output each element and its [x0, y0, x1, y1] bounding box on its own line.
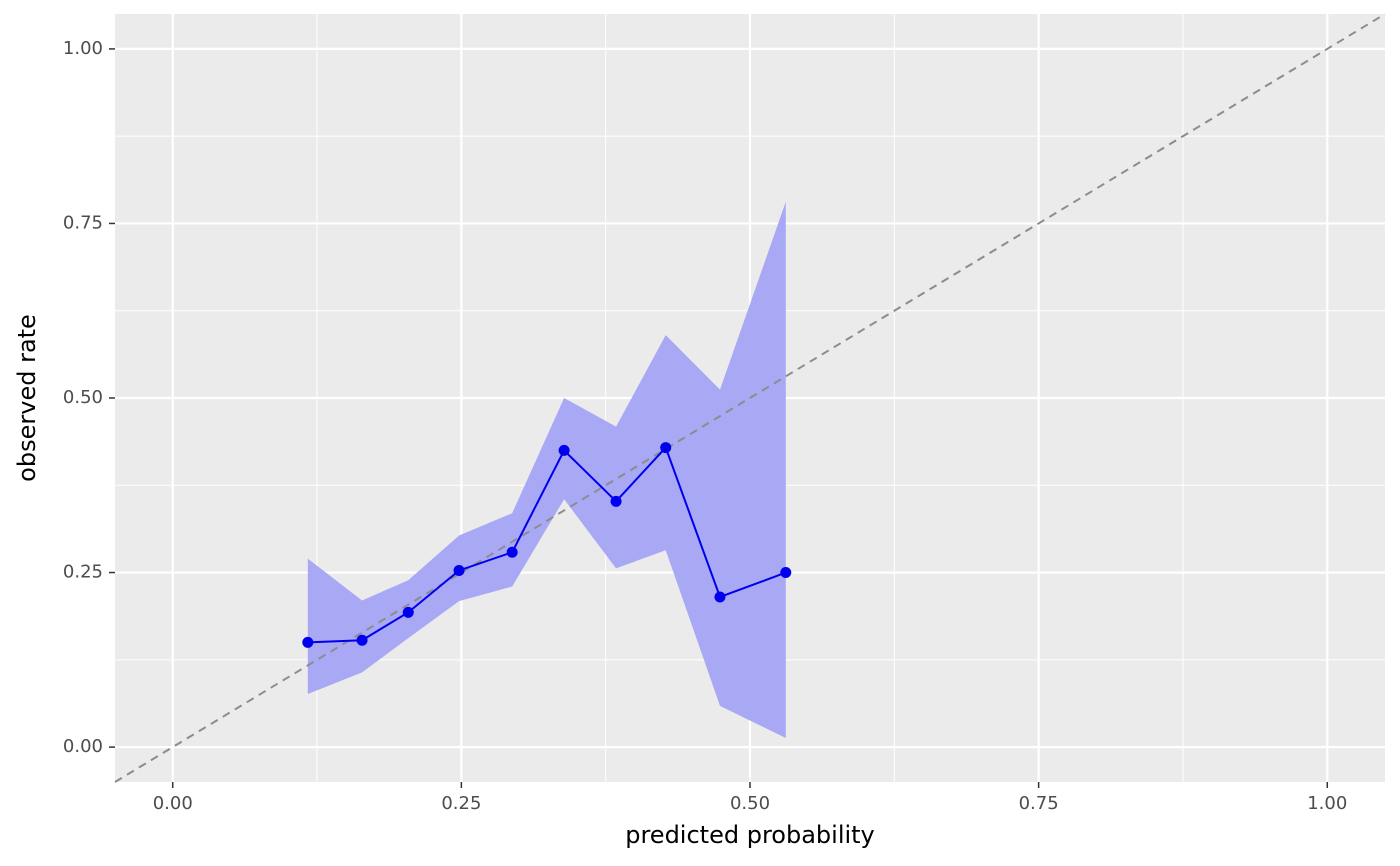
point	[660, 442, 672, 454]
x-tick-label: 0.75	[1019, 793, 1059, 814]
y-axis-title: observed rate	[13, 314, 41, 482]
y-tick-label: 0.75	[63, 212, 103, 233]
point	[780, 567, 792, 579]
series-line	[307, 445, 787, 644]
y-tick-label: 1.00	[63, 38, 103, 59]
point	[610, 495, 622, 507]
point	[506, 546, 518, 558]
reference-line	[114, 13, 1386, 783]
x-axis-title: predicted probability	[625, 821, 875, 849]
x-tick-label: 0.00	[153, 793, 193, 814]
point	[302, 636, 314, 648]
point	[453, 564, 465, 576]
y-tick-label: 0.00	[63, 736, 103, 757]
y-tick-label: 0.25	[63, 562, 103, 583]
x-tick-label: 1.00	[1307, 793, 1347, 814]
point	[714, 591, 726, 603]
point	[402, 606, 414, 618]
y-tick-label: 0.50	[63, 387, 103, 408]
point	[558, 444, 570, 456]
point	[356, 634, 368, 646]
x-tick-label: 0.25	[441, 793, 481, 814]
x-tick-label: 0.50	[730, 793, 770, 814]
confidence-band	[307, 201, 786, 739]
